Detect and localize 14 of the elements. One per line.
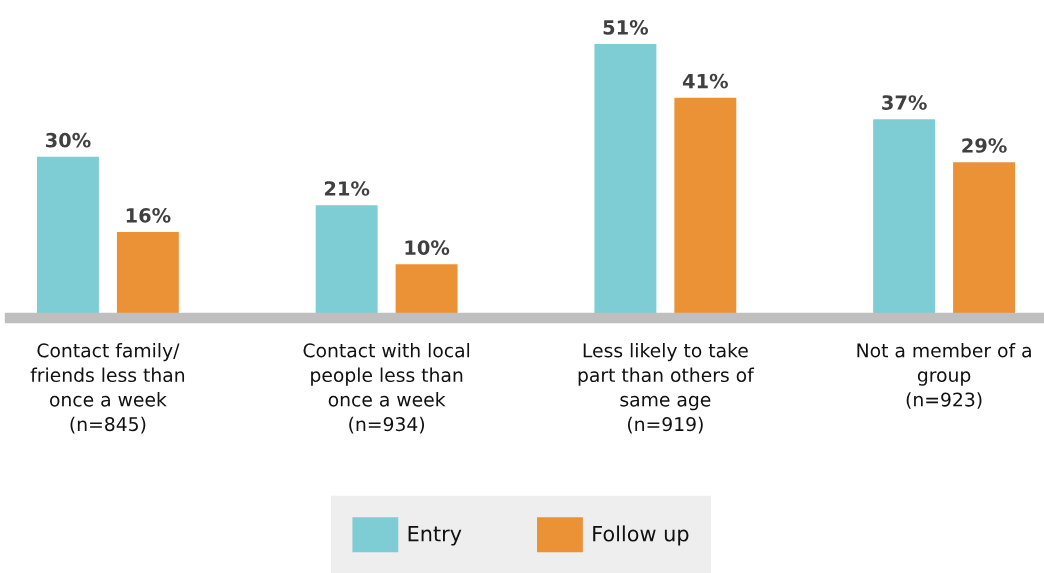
data-label: 16% — [126, 208, 171, 223]
data-label: 30% — [45, 132, 91, 148]
x-tick-label: Not a member of a group (n=923) — [857, 343, 1031, 409]
data-label: 37% — [882, 95, 927, 110]
data-label: 10% — [405, 240, 450, 255]
data-label: 51% — [603, 19, 649, 35]
data-label: 21% — [324, 181, 370, 196]
legend-label: Entry — [408, 526, 462, 546]
data-label: 41% — [682, 73, 728, 89]
x-tick-label: Contact family/ friends less than once a week (n=845) — [30, 343, 185, 434]
x-tick-label: Less likely to take part than others of same age (n=919) — [578, 343, 755, 434]
x-tick-label: Contact with local people less than once a week (n=934) — [303, 343, 470, 434]
legend-label: Follow up — [593, 525, 689, 546]
data-label: 29% — [962, 138, 1007, 153]
